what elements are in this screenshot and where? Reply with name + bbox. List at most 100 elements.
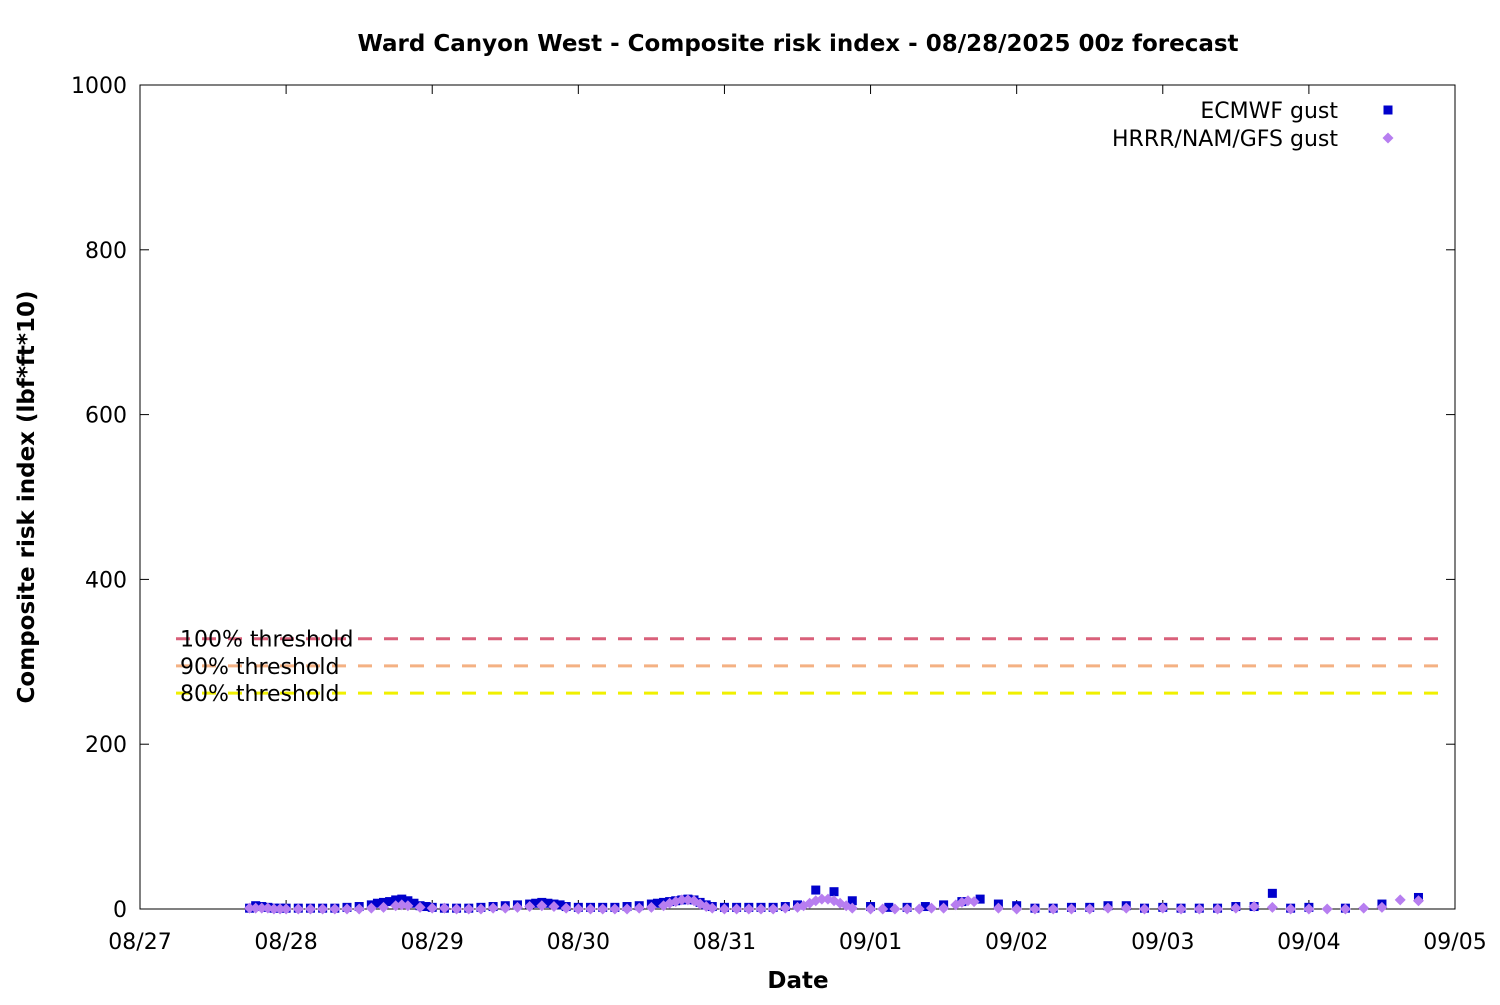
- data-point: [421, 902, 431, 912]
- data-point: [268, 903, 280, 915]
- data-point: [889, 903, 901, 915]
- data-point: [877, 903, 889, 915]
- data-point: [463, 903, 475, 915]
- data-point: [816, 893, 828, 905]
- data-point: [572, 903, 584, 915]
- data-point: [755, 903, 767, 915]
- data-point: [341, 903, 353, 915]
- data-point: [779, 902, 791, 914]
- data-point: [718, 903, 730, 915]
- data-point: [847, 896, 857, 906]
- data-point: [274, 903, 286, 915]
- data-point: [451, 903, 463, 915]
- data-point: [1065, 903, 1077, 915]
- data-point: [645, 901, 657, 913]
- data-point: [1011, 903, 1023, 915]
- legend-marker: [1383, 105, 1393, 115]
- x-tick-label: 09/02: [985, 930, 1048, 955]
- data-point: [913, 903, 925, 915]
- data-point: [597, 903, 609, 915]
- data-point: [414, 901, 426, 913]
- data-point: [992, 902, 1004, 914]
- data-point: [1047, 903, 1059, 915]
- threshold-label: 100% threshold: [180, 628, 354, 653]
- data-point: [475, 903, 487, 915]
- x-tick-label: 09/01: [839, 930, 902, 955]
- plot-area: 0 200 400 600 800 1000 08/27 08/28 08/29 08/30 08/…: [71, 74, 1487, 955]
- data-point: [543, 898, 553, 908]
- data-point: [901, 903, 913, 915]
- data-point: [1266, 901, 1278, 913]
- data-point: [329, 903, 341, 915]
- data-point: [920, 902, 930, 912]
- x-tick-label: 08/28: [254, 930, 317, 955]
- x-tick-label: 09/05: [1423, 930, 1486, 955]
- data-point: [1193, 903, 1205, 915]
- data-point: [633, 902, 645, 914]
- data-point: [555, 900, 565, 910]
- data-point: [499, 902, 511, 914]
- y-tick-label: 800: [85, 239, 127, 264]
- data-point: [1412, 895, 1424, 907]
- data-point: [1321, 903, 1333, 915]
- data-point: [256, 902, 268, 914]
- y-tick-label: 1000: [71, 74, 127, 99]
- threshold-label: 80% threshold: [180, 682, 340, 707]
- legend-label: ECMWF gust: [1200, 99, 1338, 124]
- data-point: [1120, 902, 1132, 914]
- data-point: [1394, 894, 1406, 906]
- y-tick-label: 200: [85, 733, 127, 758]
- data-point: [372, 898, 382, 908]
- data-point: [1157, 902, 1169, 914]
- data-point: [244, 902, 256, 914]
- x-tick-label: 08/29: [401, 930, 464, 955]
- data-point: [402, 900, 414, 912]
- x-tick-label: 08/30: [547, 930, 610, 955]
- data-point: [292, 903, 304, 915]
- data-point: [1084, 903, 1096, 915]
- data-point: [1376, 901, 1388, 913]
- data-point: [385, 897, 395, 907]
- y-tick-label: 0: [113, 898, 127, 923]
- data-point: [426, 902, 438, 914]
- data-point: [317, 903, 329, 915]
- data-point: [409, 898, 419, 908]
- data-point: [511, 901, 523, 913]
- data-point: [536, 900, 548, 912]
- data-point: [743, 903, 755, 915]
- data-point: [304, 903, 316, 915]
- data-point: [524, 901, 536, 913]
- data-point: [585, 903, 597, 915]
- data-point: [1358, 902, 1370, 914]
- data-point: [621, 903, 633, 915]
- data-point: [1230, 902, 1242, 914]
- data-point: [391, 895, 401, 905]
- data-point: [487, 902, 499, 914]
- data-point: [378, 901, 390, 913]
- data-point: [1285, 903, 1297, 915]
- x-tick-label: 08/27: [108, 930, 171, 955]
- data-point: [609, 903, 621, 915]
- data-point: [938, 902, 950, 914]
- x-tick-label: 09/04: [1277, 930, 1340, 955]
- legend-label: HRRR/NAM/GFS gust: [1112, 127, 1338, 152]
- data-point: [975, 894, 985, 904]
- data-point: [1267, 888, 1277, 898]
- data-point: [548, 901, 560, 913]
- data-point: [706, 902, 718, 914]
- y-axis-label: Composite risk index (lbf*ft*10): [14, 291, 40, 704]
- data-point: [767, 903, 779, 915]
- data-point: [676, 894, 688, 906]
- data-point: [1212, 903, 1224, 915]
- data-point: [560, 902, 572, 914]
- x-tick-label: 08/31: [693, 930, 756, 955]
- data-point: [1102, 902, 1114, 914]
- legend-marker: [1382, 132, 1394, 144]
- data-point: [280, 903, 292, 915]
- data-point: [829, 887, 839, 897]
- data-point: [1339, 903, 1351, 915]
- data-point: [731, 903, 743, 915]
- threshold-label: 90% threshold: [180, 655, 340, 680]
- x-axis-label: Date: [767, 968, 828, 994]
- data-point: [811, 885, 821, 895]
